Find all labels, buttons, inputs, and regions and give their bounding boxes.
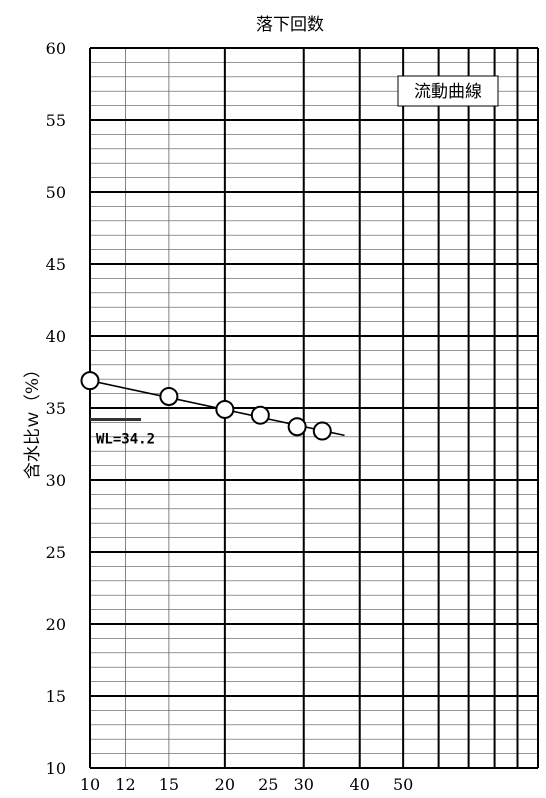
y-tick-label: 40: [46, 327, 66, 346]
y-tick-label: 20: [46, 615, 66, 634]
legend-box: 流動曲線: [397, 75, 499, 107]
x-tick-label: 20: [215, 775, 235, 794]
y-tick-label: 35: [46, 399, 66, 418]
y-tick-labels: 10 15 20 25 30 35 40 45 50 55 60: [46, 39, 66, 778]
data-point: [159, 386, 179, 406]
x-tick-label: 30: [294, 775, 314, 794]
y-axis-label: 含水比ｗ（%）: [23, 361, 43, 479]
y-tick-label: 60: [46, 39, 66, 58]
x-tick-label: 25: [258, 775, 278, 794]
x-tick-label: 10: [80, 775, 100, 794]
x-tick-label: 12: [115, 775, 135, 794]
y-tick-label: 25: [46, 543, 66, 562]
y-tick-label: 45: [46, 255, 66, 274]
x-tick-labels: 10 12 15 20 25 30 40 50: [80, 775, 413, 794]
y-tick-label: 55: [46, 111, 66, 130]
plot-layer: WL=34.2: [80, 371, 345, 448]
legend-box-label: 流動曲線: [414, 82, 482, 102]
x-tick-label: 50: [393, 775, 413, 794]
data-point: [287, 417, 307, 437]
y-tick-label: 10: [46, 759, 66, 778]
y-tick-label: 15: [46, 687, 66, 706]
major-grid: [89, 47, 539, 769]
data-point: [250, 405, 270, 425]
data-point: [215, 399, 235, 419]
data-point: [80, 371, 100, 391]
liquid-limit-label: WL=34.2: [96, 432, 155, 448]
x-tick-label: 40: [350, 775, 370, 794]
legend-box-frame: [397, 75, 499, 107]
data-point: [312, 421, 332, 441]
chart-title: 落下回数: [256, 15, 324, 35]
y-tick-label: 30: [46, 471, 66, 490]
y-tick-label: 50: [46, 183, 66, 202]
x-tick-label: 15: [159, 775, 179, 794]
